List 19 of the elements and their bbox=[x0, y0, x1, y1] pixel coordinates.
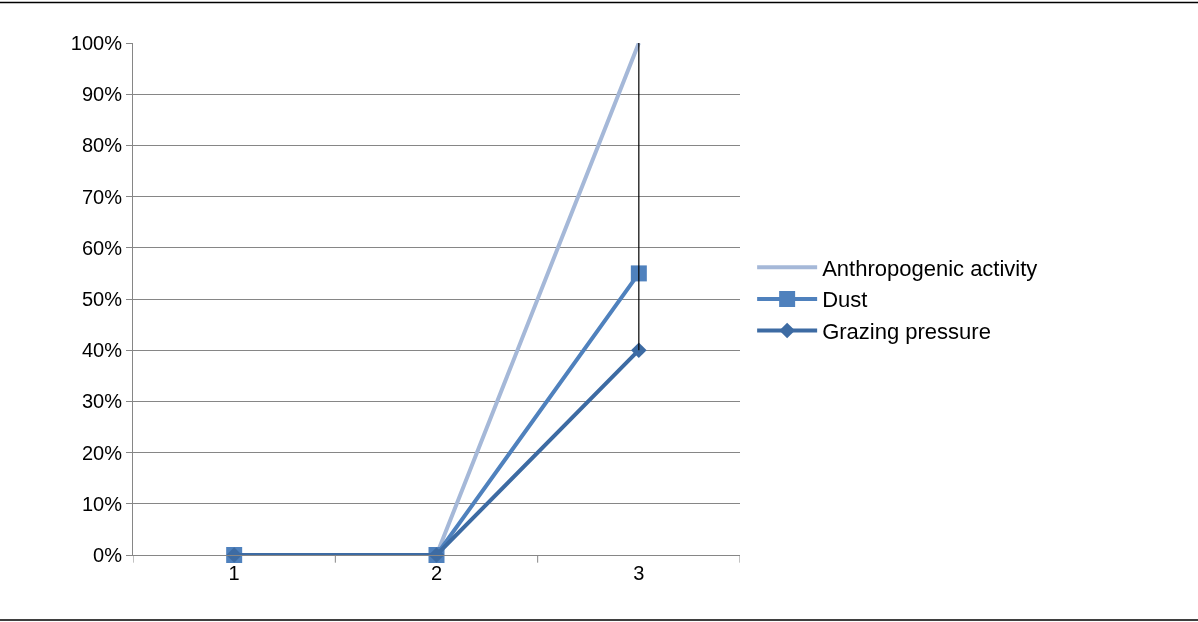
y-tick-label: 100% bbox=[70, 32, 123, 54]
x-tick-label: 2 bbox=[430, 562, 443, 584]
y-tick-label: 80% bbox=[81, 134, 123, 157]
y-tick-label: 60% bbox=[81, 236, 123, 259]
x-tick-label: 3 bbox=[633, 562, 645, 584]
y-tick-label: 70% bbox=[81, 185, 123, 208]
y-tick-label: 30% bbox=[81, 390, 123, 413]
legend-label: Dust bbox=[822, 287, 868, 313]
y-tick-label: 10% bbox=[81, 492, 123, 515]
y-tick-label: 40% bbox=[81, 339, 123, 362]
legend-label: Grazing pressure bbox=[822, 319, 991, 345]
point bbox=[631, 342, 647, 358]
y-tick-label: 90% bbox=[81, 83, 123, 106]
x-tick-label: 1 bbox=[228, 562, 240, 584]
y-tick-label: 0% bbox=[93, 544, 123, 566]
legend-label: Anthropogenic activity bbox=[822, 255, 1038, 281]
y-tick-label: 20% bbox=[81, 441, 123, 464]
point bbox=[630, 265, 647, 282]
y-tick-label: 50% bbox=[81, 288, 123, 310]
